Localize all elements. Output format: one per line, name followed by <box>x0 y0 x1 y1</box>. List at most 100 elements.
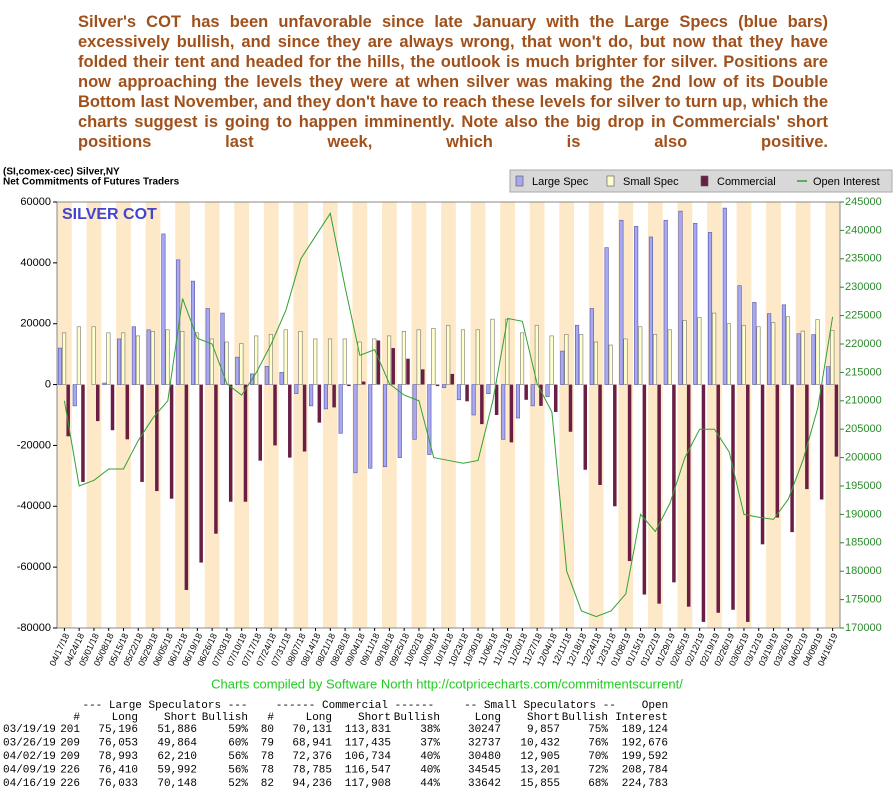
table-cell: 51,886 <box>157 724 197 736</box>
bar <box>323 384 328 410</box>
table-cell: 201 <box>60 724 80 736</box>
bar <box>372 338 377 385</box>
bar <box>627 384 632 562</box>
table-cell: 59,992 <box>157 764 197 776</box>
table-cell: 49,864 <box>157 737 197 749</box>
bar <box>283 329 288 385</box>
bar <box>564 334 569 385</box>
table-cell: 10,432 <box>520 737 560 749</box>
table-cell: 94,236 <box>292 778 332 790</box>
table-cell: 78,993 <box>98 751 138 763</box>
bar <box>146 329 151 385</box>
bar <box>771 322 776 385</box>
table-cell: 70,148 <box>157 778 197 790</box>
table-cell: 106,734 <box>345 751 392 763</box>
table-cell: 78 <box>261 751 274 763</box>
table-column-header: Bullish <box>394 712 440 724</box>
table-group-header: -- Small Speculators -- <box>464 700 616 712</box>
bar <box>465 384 469 402</box>
y2-tick-label: 235000 <box>845 253 882 265</box>
bar <box>834 384 839 457</box>
table-cell: 72,376 <box>292 751 332 763</box>
bar <box>91 326 96 385</box>
bar <box>294 384 299 395</box>
stripe <box>825 202 840 628</box>
stripe <box>263 202 279 628</box>
bar <box>520 332 525 385</box>
bar <box>712 312 717 385</box>
bar <box>811 334 816 385</box>
legend-label: Open Interest <box>813 176 880 188</box>
table-cell: 37% <box>420 737 440 749</box>
bar <box>298 331 303 385</box>
stripe <box>500 202 515 628</box>
bar <box>707 232 713 385</box>
table-cell: 199,592 <box>622 751 668 763</box>
bar <box>243 384 248 502</box>
bar <box>667 329 672 385</box>
stripe <box>234 202 250 628</box>
bar <box>288 384 292 458</box>
table-cell: 82 <box>261 778 274 790</box>
y2-tick-label: 175000 <box>845 594 882 606</box>
bar <box>391 348 395 385</box>
chart-title: (SI,comex-cec) Silver,NY <box>3 167 120 178</box>
stripe <box>441 202 456 628</box>
bar <box>302 384 307 452</box>
bar <box>460 329 466 385</box>
table-cell: 78,785 <box>292 764 332 776</box>
y2-tick-label: 170000 <box>845 622 882 634</box>
bar <box>214 384 218 534</box>
table-cell: 192,676 <box>622 737 668 749</box>
table-cell: 76,033 <box>98 778 138 790</box>
table-cell: 33642 <box>468 778 501 790</box>
bar <box>697 317 702 385</box>
stripe <box>116 202 131 628</box>
bar <box>264 366 269 385</box>
bar <box>608 344 613 385</box>
table-cell: 04/02/19 <box>3 751 56 763</box>
table-column-header: Short <box>358 712 391 724</box>
bar <box>76 326 81 385</box>
table-cell: 80 <box>261 724 274 736</box>
bar <box>553 384 558 412</box>
y2-tick-label: 220000 <box>845 338 882 350</box>
bar <box>161 233 166 385</box>
legend-swatch <box>515 175 524 187</box>
table-cell: 224,783 <box>622 778 668 790</box>
y-tick-label: -40000 <box>17 500 51 512</box>
bar <box>775 384 780 518</box>
stripe <box>766 202 781 628</box>
bar <box>524 384 528 400</box>
bar <box>353 384 358 474</box>
table-cell: 226 <box>60 764 80 776</box>
legend-swatch <box>606 175 615 187</box>
bar <box>494 384 499 415</box>
bar <box>593 341 598 385</box>
table-cell: 60% <box>228 737 248 749</box>
bar <box>682 320 687 385</box>
bar <box>450 373 455 385</box>
y-tick-label: -20000 <box>17 439 51 451</box>
y-tick-label: 40000 <box>20 257 51 269</box>
y2-tick-label: 230000 <box>845 281 882 293</box>
bar <box>741 324 746 385</box>
bar <box>57 347 63 385</box>
table-cell: 40% <box>420 764 440 776</box>
bar <box>515 384 521 419</box>
bar <box>194 332 200 385</box>
bar <box>317 384 322 423</box>
bar <box>796 333 801 385</box>
table-cell: 15,855 <box>520 778 560 790</box>
bar <box>135 335 141 385</box>
table-column-header: Long <box>112 712 138 724</box>
bar <box>387 335 392 385</box>
table-group-header: ------ Commercial ------ <box>276 700 434 712</box>
table-cell: 30247 <box>468 724 501 736</box>
bar <box>121 332 126 385</box>
bar <box>805 384 809 490</box>
bar <box>376 340 381 385</box>
bar <box>309 384 314 407</box>
bar <box>102 382 107 385</box>
bar <box>442 384 447 388</box>
